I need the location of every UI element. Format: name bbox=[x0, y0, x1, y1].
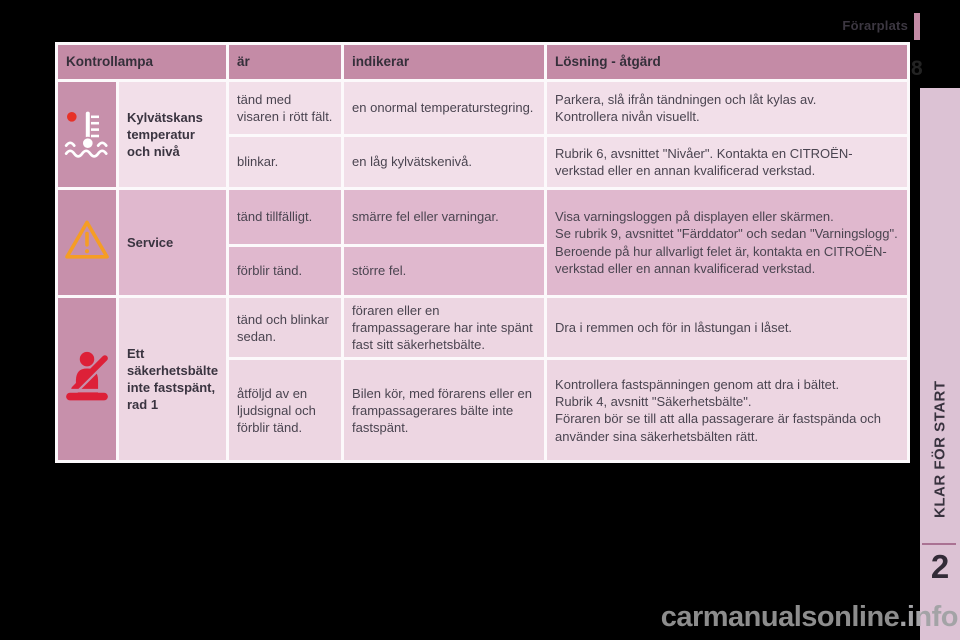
chapter-number: 2 bbox=[930, 548, 950, 585]
table-row: åtföljd av en ljudsignal och förblir tän… bbox=[58, 360, 908, 461]
service-warning-icon bbox=[58, 190, 116, 295]
watermark-main: carmanualsonline bbox=[660, 601, 900, 633]
page-number: 8 bbox=[911, 57, 923, 80]
coolant-temperature-icon bbox=[58, 82, 116, 187]
indikerar-cell: Bilen kör, med förarens eller en frampas… bbox=[344, 360, 545, 461]
lamp-label-sakerhetsbalte: Ett säkerhetsbälte inte fastspänt, rad 1 bbox=[119, 298, 227, 461]
indikerar-cell: föraren eller en frampassagerare har int… bbox=[344, 298, 545, 358]
watermark-suffix: .info bbox=[899, 601, 958, 633]
losning-cell: Rubrik 6, avsnittet "Nivåer". Kontakta e… bbox=[547, 137, 908, 187]
losning-cell: Dra i remmen och för in låstungan i låse… bbox=[547, 298, 908, 358]
chapter-tab-divider bbox=[922, 543, 956, 545]
col-header-ar: är bbox=[229, 45, 342, 79]
losning-cell: Visa varningsloggen på displayen eller s… bbox=[547, 190, 908, 295]
ar-cell: åtföljd av en ljudsignal och förblir tän… bbox=[229, 360, 342, 461]
ar-cell: blinkar. bbox=[229, 137, 342, 187]
running-header-forarplats: Förarplats bbox=[842, 18, 908, 33]
col-header-kontrollampa: Kontrollampa bbox=[58, 45, 227, 79]
table-row: Ett säkerhetsbälte inte fastspänt, rad 1… bbox=[58, 298, 908, 461]
ar-cell: tänd och blinkar sedan. bbox=[229, 298, 342, 358]
table-row: förblir tänd. större fel. bbox=[58, 247, 907, 295]
indikerar-cell: större fel. bbox=[344, 247, 545, 295]
col-header-indikerar: indikerar bbox=[344, 45, 545, 79]
lamp-label-kylvatskans: Kylvätskans temperatur och nivå bbox=[119, 82, 227, 187]
running-header-accent-bar bbox=[914, 13, 920, 40]
indikerar-cell: smärre fel eller varningar. bbox=[344, 190, 545, 244]
chapter-tab bbox=[920, 88, 960, 640]
ar-cell: tänd med visaren i rött fält. bbox=[229, 82, 342, 134]
table-row: blinkar. en låg kylvätskenivå. Rubrik 6,… bbox=[58, 137, 908, 187]
lamp-label-service: Service bbox=[119, 190, 227, 295]
ar-cell: tänd tillfälligt. bbox=[229, 190, 342, 244]
ar-cell: förblir tänd. bbox=[229, 247, 342, 295]
warning-lamp-table: Kontrollampa är indikerar Lösning - åtgä… bbox=[55, 42, 911, 464]
table-header-row: Kontrollampa är indikerar Lösning - åtgä… bbox=[58, 45, 908, 79]
watermark: carmanualsonline.info bbox=[660, 601, 959, 634]
losning-cell: Parkera, slå ifrån tändningen och låt ky… bbox=[547, 82, 908, 134]
chapter-tab-label: KLAR FÖR START bbox=[931, 380, 949, 518]
table-row: Kylvätskans temperatur och nivå tänd med… bbox=[58, 82, 908, 187]
losning-cell: Kontrollera fastspänningen genom att dra… bbox=[547, 360, 908, 461]
col-header-losning: Lösning - åtgärd bbox=[547, 45, 908, 79]
seatbelt-warning-icon bbox=[58, 298, 116, 461]
indikerar-cell: en låg kylvätskenivå. bbox=[344, 137, 545, 187]
table-row: Service tänd tillfälligt. smärre fel ell… bbox=[58, 190, 908, 295]
indikerar-cell: en onormal temperaturstegring. bbox=[344, 82, 545, 134]
